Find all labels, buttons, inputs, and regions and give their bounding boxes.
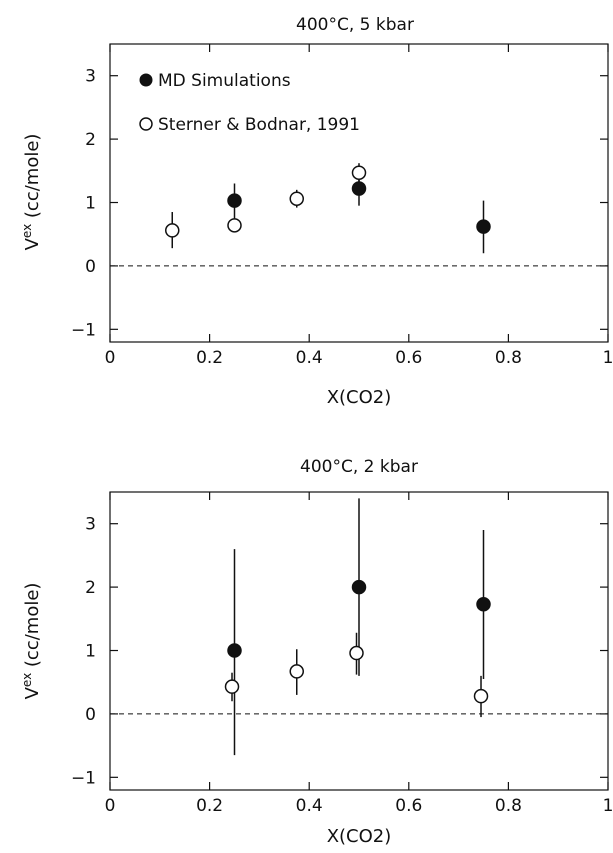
point-md-simulation — [476, 219, 491, 234]
point-sterner-bodnar — [349, 645, 364, 661]
data-marks — [224, 498, 491, 756]
x-tick-label: 0.4 — [296, 348, 323, 368]
legend: MD Simulations Sterner & Bodnar, 1991 — [139, 71, 360, 135]
y-tick-label: 0 — [85, 257, 96, 277]
y-tick-label: −1 — [71, 320, 96, 340]
chart-panel-5kbar: 400°C, 5 kbar 0 0.2 0.4 0.6 0.8 1 −1 0 1 2 3 X(CO2… — [20, 15, 613, 408]
y-tick-label: −1 — [71, 768, 96, 788]
axis-ticks — [109, 492, 609, 790]
x-tick-label: 0.2 — [196, 348, 223, 368]
chart-panel-2kbar: 400°C, 2 kbar 0 0.2 0.4 0.6 0.8 1 −1 0 1 2 3 X(CO2… — [20, 457, 613, 847]
axis-tick-labels: 0 0.2 0.4 0.6 0.8 1 −1 0 1 2 3 — [71, 67, 613, 368]
x-tick-label: 1 — [603, 796, 613, 816]
data-marks — [165, 163, 491, 254]
x-tick-label: 1 — [603, 348, 613, 368]
y-tick-label: 0 — [85, 705, 96, 725]
y-axis-label-main: V — [22, 686, 43, 699]
legend-label-md-simulations: MD Simulations — [158, 71, 291, 91]
point-sterner-bodnar — [289, 191, 304, 206]
x-tick-label: 0.8 — [495, 796, 522, 816]
point-sterner-bodnar — [165, 223, 180, 238]
point-sterner-bodnar — [473, 688, 489, 704]
x-tick-label: 0.6 — [395, 348, 422, 368]
y-axis-label-units: (cc/mole) — [22, 134, 43, 224]
x-tick-label: 0.2 — [196, 796, 223, 816]
point-md-simulation — [476, 596, 491, 612]
chart-title: 400°C, 5 kbar — [296, 15, 414, 35]
x-tick-label: 0 — [105, 796, 116, 816]
y-axis-label-superscript: ex — [20, 673, 34, 687]
legend-label-sterner-bodnar: Sterner & Bodnar, 1991 — [158, 115, 360, 135]
point-sterner-bodnar — [289, 664, 304, 679]
x-tick-label: 0.6 — [395, 796, 422, 816]
point-sterner-bodnar — [227, 218, 242, 233]
plot-frame — [109, 491, 609, 791]
x-tick-label: 0 — [105, 348, 116, 368]
y-tick-label: 2 — [85, 578, 96, 598]
point-md-simulation — [351, 181, 367, 196]
point-md-simulation — [351, 579, 367, 595]
y-axis-label-superscript: ex — [20, 224, 34, 238]
y-axis-label: Vex (cc/mole) — [20, 134, 43, 251]
axis-tick-labels: 0 0.2 0.4 0.6 0.8 1 −1 0 1 2 3 — [71, 515, 613, 816]
x-tick-label: 0.8 — [495, 348, 522, 368]
y-tick-label: 3 — [85, 67, 96, 87]
y-tick-label: 1 — [85, 194, 96, 214]
y-tick-label: 2 — [85, 130, 96, 150]
chart-title: 400°C, 2 kbar — [300, 457, 418, 477]
axis-ticks — [109, 44, 609, 342]
legend-marker-sterner-bodnar — [139, 117, 153, 131]
x-axis-label: X(CO2) — [327, 387, 392, 408]
point-sterner-bodnar — [351, 165, 367, 180]
point-md-simulation — [227, 643, 242, 658]
x-axis-label: X(CO2) — [327, 826, 392, 847]
plot-frame — [109, 43, 609, 343]
x-tick-label: 0.4 — [296, 796, 323, 816]
y-axis-label-main: V — [22, 237, 43, 250]
y-tick-label: 1 — [85, 642, 96, 662]
point-sterner-bodnar — [224, 679, 240, 694]
y-tick-label: 3 — [85, 515, 96, 535]
y-axis-label: Vex (cc/mole) — [20, 583, 43, 700]
point-md-simulation — [227, 193, 242, 208]
y-axis-label-units: (cc/mole) — [22, 583, 43, 673]
legend-marker-md-simulations — [139, 73, 153, 87]
